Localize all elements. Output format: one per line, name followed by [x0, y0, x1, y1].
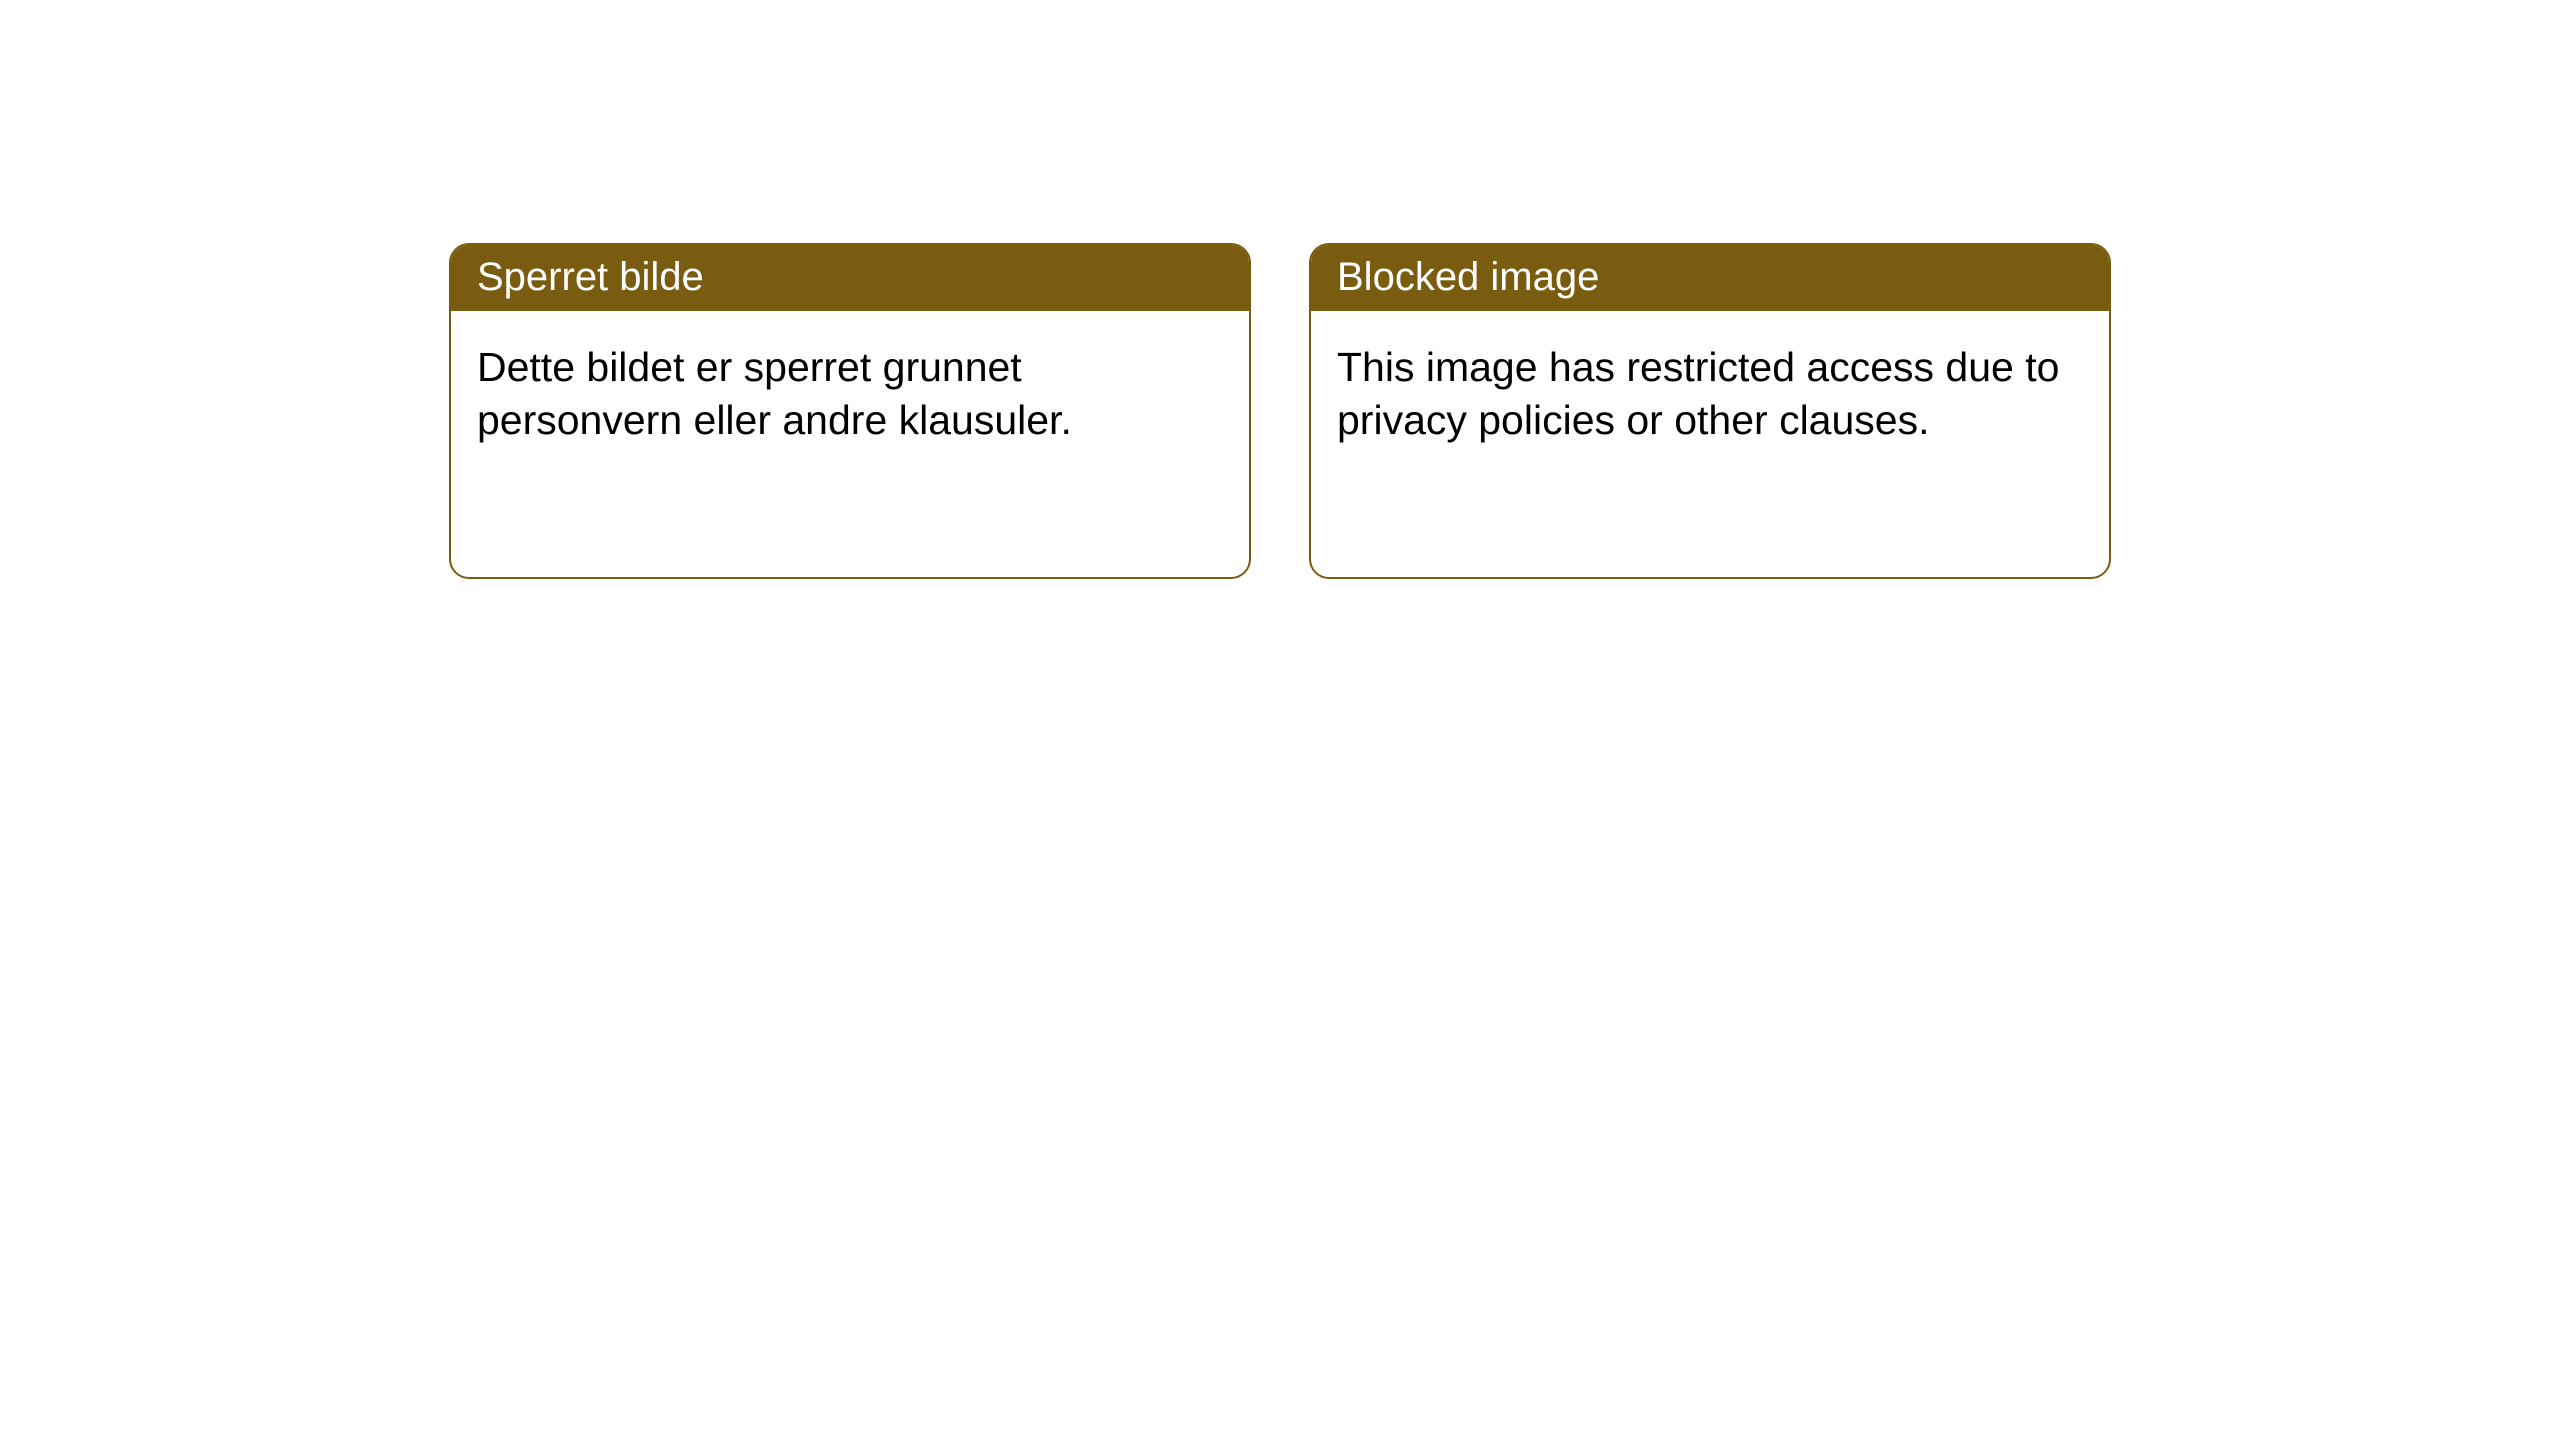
- notice-card-norwegian: Sperret bilde Dette bildet er sperret gr…: [449, 243, 1251, 579]
- notice-card-english: Blocked image This image has restricted …: [1309, 243, 2111, 579]
- blocked-image-notices: Sperret bilde Dette bildet er sperret gr…: [449, 243, 2560, 579]
- notice-body: This image has restricted access due to …: [1311, 311, 2109, 478]
- notice-header: Blocked image: [1311, 245, 2109, 311]
- notice-body: Dette bildet er sperret grunnet personve…: [451, 311, 1249, 478]
- notice-header: Sperret bilde: [451, 245, 1249, 311]
